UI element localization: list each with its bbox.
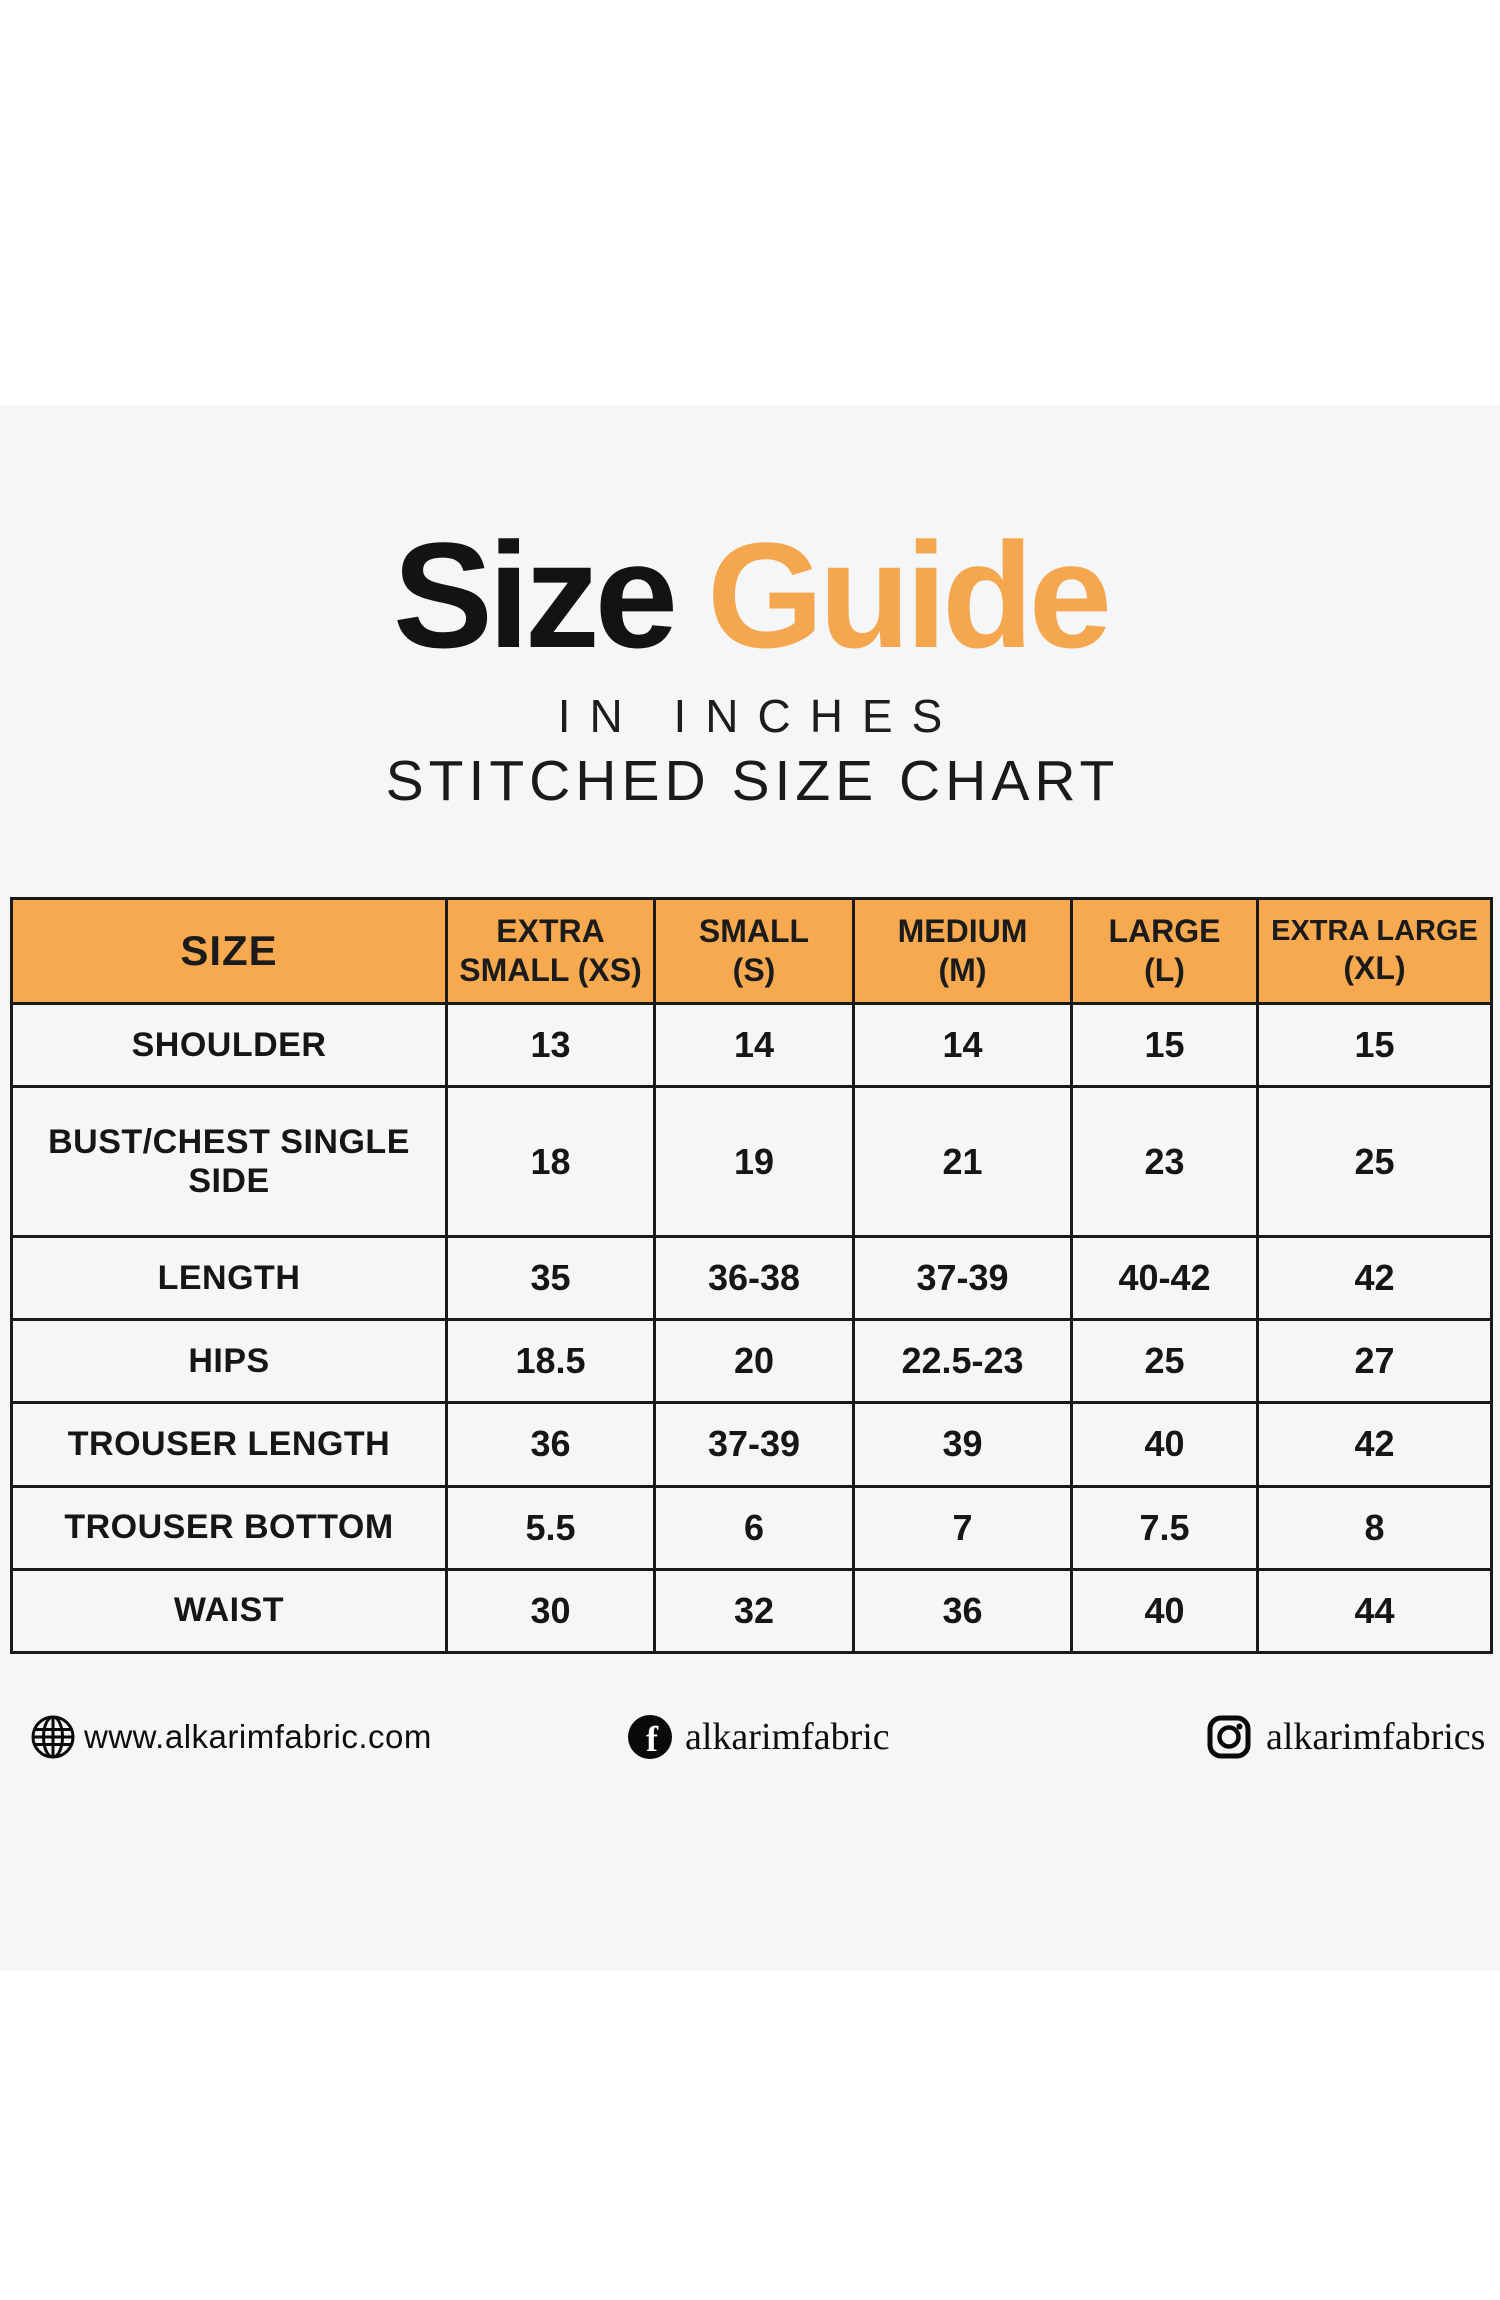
size-value-cell: 32 <box>653 1567 855 1655</box>
svg-text:f: f <box>646 1719 659 1759</box>
size-value-cell: 42 <box>1256 1234 1493 1322</box>
row-label: TROUSER LENGTH <box>10 1401 448 1488</box>
size-value-cell: 37-39 <box>653 1401 855 1488</box>
subtitle-stitched-size-chart: STITCHED SIZE CHART <box>385 749 1120 813</box>
instagram-contact: alkarimfabrics <box>1206 1714 1485 1760</box>
page-title: Size Guide <box>0 520 1500 670</box>
facebook-icon: f <box>628 1715 672 1759</box>
table-row: SHOULDER 13 14 14 15 15 <box>10 1001 1493 1089</box>
size-value-cell: 36 <box>445 1401 656 1488</box>
row-label: BUST/CHEST SINGLE SIDE <box>10 1085 448 1238</box>
row-label: WAIST <box>10 1567 448 1655</box>
size-value-cell: 36 <box>852 1567 1073 1655</box>
size-value-cell: 14 <box>653 1001 855 1089</box>
size-value-cell: 8 <box>1256 1484 1493 1571</box>
column-header: EXTRA SMALL (XS) <box>445 897 656 1005</box>
size-value-cell: 18.5 <box>445 1318 656 1405</box>
row-label: HIPS <box>10 1318 448 1405</box>
instagram-icon <box>1207 1715 1251 1759</box>
size-value-cell: 7 <box>852 1484 1073 1571</box>
size-value-cell: 27 <box>1256 1318 1493 1405</box>
row-label: SHOULDER <box>10 1001 448 1089</box>
size-value-cell: 25 <box>1070 1318 1259 1405</box>
column-header: MEDIUM (M) <box>852 897 1073 1005</box>
size-value-cell: 40-42 <box>1070 1234 1259 1322</box>
size-value-cell: 19 <box>653 1085 855 1238</box>
table-row: TROUSER BOTTOM 5.5 6 7 7.5 8 <box>10 1484 1493 1571</box>
column-header-size: SIZE <box>10 897 448 1005</box>
size-value-cell: 39 <box>852 1401 1073 1488</box>
size-value-cell: 13 <box>445 1001 656 1089</box>
website-contact: www.alkarimfabric.com <box>30 1714 432 1760</box>
size-value-cell: 40 <box>1070 1401 1259 1488</box>
size-value-cell: 25 <box>1256 1085 1493 1238</box>
website-url: www.alkarimfabric.com <box>84 1718 432 1755</box>
table-header-row: SIZE EXTRA SMALL (XS) SMALL (S) MEDIUM (M) LARG… <box>10 897 1493 1005</box>
instagram-handle: alkarimfabrics <box>1266 1716 1486 1758</box>
column-header: LARGE (L) <box>1070 897 1259 1005</box>
size-value-cell: 6 <box>653 1484 855 1571</box>
title-word-size: Size <box>392 511 678 679</box>
table-row: TROUSER LENGTH 36 37-39 39 40 42 <box>10 1401 1493 1488</box>
row-label: LENGTH <box>10 1234 448 1322</box>
size-value-cell: 37-39 <box>852 1234 1073 1322</box>
column-header: EXTRA LARGE (XL) <box>1256 897 1493 1005</box>
size-value-cell: 35 <box>445 1234 656 1322</box>
size-value-cell: 23 <box>1070 1085 1259 1238</box>
size-value-cell: 20 <box>653 1318 855 1405</box>
facebook-contact: f alkarimfabric <box>627 1714 890 1760</box>
size-value-cell: 21 <box>852 1085 1073 1238</box>
size-value-cell: 22.5-23 <box>852 1318 1073 1405</box>
size-value-cell: 15 <box>1070 1001 1259 1089</box>
table-row: LENGTH 35 36-38 37-39 40-42 42 <box>10 1234 1493 1322</box>
size-value-cell: 5.5 <box>445 1484 656 1571</box>
size-value-cell: 15 <box>1256 1001 1493 1089</box>
title-word-guide: Guide <box>707 511 1112 679</box>
globe-icon <box>31 1715 75 1759</box>
size-value-cell: 30 <box>445 1567 656 1655</box>
size-value-cell: 40 <box>1070 1567 1259 1655</box>
size-value-cell: 18 <box>445 1085 656 1238</box>
table-row: WAIST 30 32 36 40 44 <box>10 1567 1493 1655</box>
subtitle-in-inches: IN INCHES <box>557 690 962 742</box>
column-header: SMALL (S) <box>653 897 855 1005</box>
size-value-cell: 36-38 <box>653 1234 855 1322</box>
table-row: BUST/CHEST SINGLE SIDE 18 19 21 23 25 <box>10 1085 1493 1238</box>
size-value-cell: 42 <box>1256 1401 1493 1488</box>
facebook-handle: alkarimfabric <box>685 1716 890 1758</box>
row-label: TROUSER BOTTOM <box>10 1484 448 1571</box>
size-chart-table: SIZE EXTRA SMALL (XS) SMALL (S) MEDIUM (M) LARG… <box>10 897 1493 1655</box>
table-row: HIPS 18.5 20 22.5-23 25 27 <box>10 1318 1493 1405</box>
size-value-cell: 14 <box>852 1001 1073 1089</box>
size-value-cell: 7.5 <box>1070 1484 1259 1571</box>
size-value-cell: 44 <box>1256 1567 1493 1655</box>
